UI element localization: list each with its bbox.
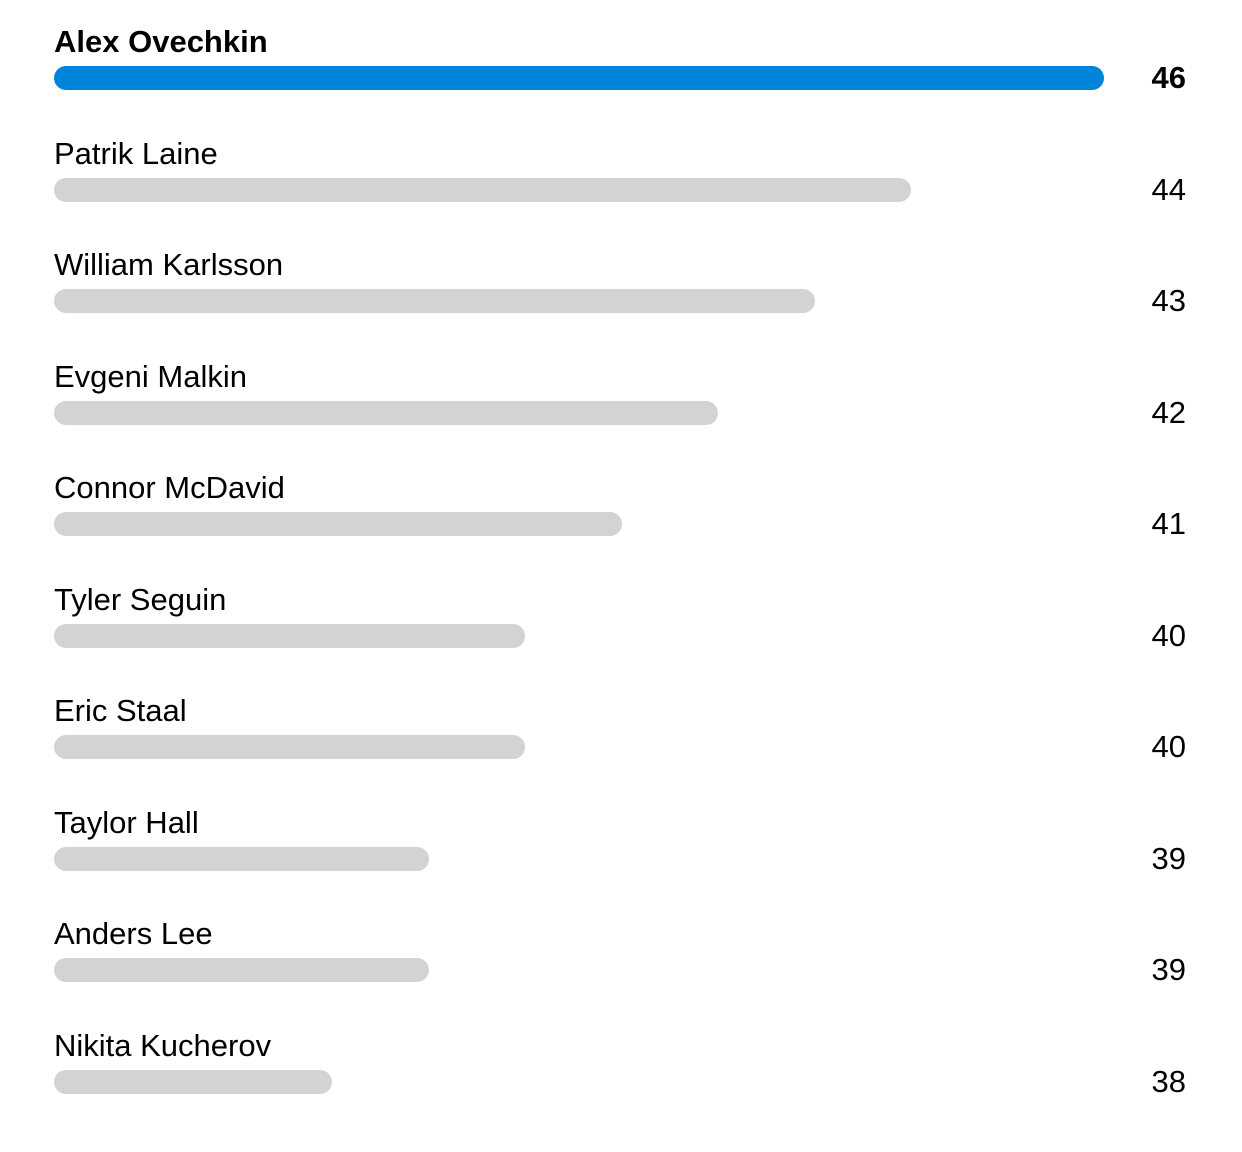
bar — [54, 289, 815, 313]
value-label: 41 — [1151, 506, 1186, 541]
category-label: Evgeni Malkin — [54, 358, 247, 394]
bar — [54, 735, 525, 759]
value-label: 38 — [1151, 1063, 1186, 1099]
bar — [54, 66, 1104, 90]
bar — [54, 400, 718, 425]
category-label: William Karlsson — [54, 247, 284, 282]
category-label: Anders Lee — [54, 916, 213, 951]
chart-row: Patrik Laine 44 — [54, 136, 1186, 216]
category-label: Alex Ovechkin — [54, 24, 268, 59]
bar-track — [54, 623, 1104, 648]
chart-row: Evgeni Malkin 42 — [54, 359, 1186, 439]
bar-track — [54, 846, 1104, 871]
category-label: Eric Staal — [54, 693, 187, 728]
bar-track — [54, 512, 1104, 536]
bar-track — [54, 958, 1104, 982]
value-label: 44 — [1151, 171, 1186, 207]
chart-row: Anders Lee 39 — [54, 916, 1186, 996]
bar-track — [54, 735, 1104, 759]
chart-row: Taylor Hall 39 — [54, 805, 1186, 885]
chart-row: Connor McDavid 41 — [54, 470, 1186, 550]
value-label: 40 — [1151, 617, 1186, 653]
category-label: Tyler Seguin — [54, 581, 227, 617]
bar — [54, 1069, 332, 1094]
value-label: 42 — [1151, 394, 1186, 430]
value-label: 43 — [1151, 283, 1186, 318]
value-label: 40 — [1151, 729, 1186, 764]
value-label: 39 — [1151, 840, 1186, 876]
value-label: 39 — [1151, 952, 1186, 987]
category-label: Taylor Hall — [54, 804, 199, 840]
bar — [54, 512, 622, 536]
bar-track — [54, 66, 1104, 90]
chart-row: Nikita Kucherov 38 — [54, 1028, 1186, 1108]
chart-row: William Karlsson 43 — [54, 247, 1186, 327]
bar — [54, 623, 525, 648]
chart-row: Tyler Seguin 40 — [54, 582, 1186, 662]
bar-track — [54, 400, 1104, 425]
bar-track — [54, 289, 1104, 313]
bar — [54, 958, 429, 982]
category-label: Connor McDavid — [54, 470, 285, 505]
chart-row: Alex Ovechkin 46 — [54, 24, 1186, 104]
bar — [54, 177, 911, 202]
value-label: 46 — [1151, 60, 1186, 95]
bar-track — [54, 177, 1104, 202]
category-label: Patrik Laine — [54, 135, 218, 171]
chart-row: Eric Staal 40 — [54, 693, 1186, 773]
bar-track — [54, 1069, 1104, 1094]
category-label: Nikita Kucherov — [54, 1027, 272, 1063]
bar — [54, 846, 429, 871]
